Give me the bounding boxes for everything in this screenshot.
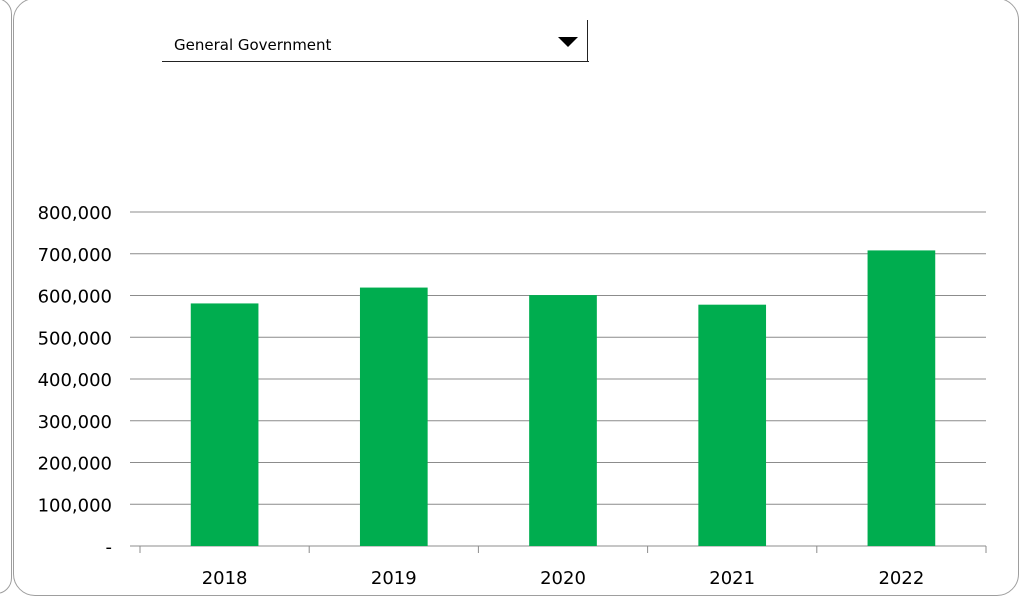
- bar-2020: [529, 295, 597, 546]
- y-tick-label: 600,000: [38, 287, 112, 308]
- chart-panel: [13, 0, 1019, 596]
- y-tick-label: 300,000: [38, 412, 112, 433]
- x-tick-label: 2019: [371, 568, 417, 589]
- x-tick-label: 2018: [202, 568, 248, 589]
- bar-2021: [698, 304, 767, 546]
- x-tick-label: 2021: [709, 568, 755, 589]
- dropdown-toggle-button[interactable]: [548, 20, 588, 62]
- y-tick-label: 100,000: [38, 495, 112, 516]
- dropdown-selected-value: General Government: [174, 36, 332, 54]
- y-tick-label: 800,000: [38, 203, 112, 224]
- y-tick-label: 500,000: [38, 328, 112, 349]
- y-tick-label: 400,000: [38, 370, 112, 391]
- bar-2019: [359, 287, 428, 546]
- bar-2018: [190, 303, 259, 546]
- x-tick-label: 2020: [540, 568, 586, 589]
- y-tick-label: 200,000: [38, 454, 112, 475]
- x-tick-label: 2022: [878, 568, 924, 589]
- y-tick-label: 700,000: [38, 245, 112, 266]
- sector-dropdown[interactable]: General Government: [162, 20, 589, 62]
- bar-2022: [867, 250, 936, 546]
- triangle-down-icon: [558, 37, 578, 47]
- y-tick-label: -: [106, 537, 113, 558]
